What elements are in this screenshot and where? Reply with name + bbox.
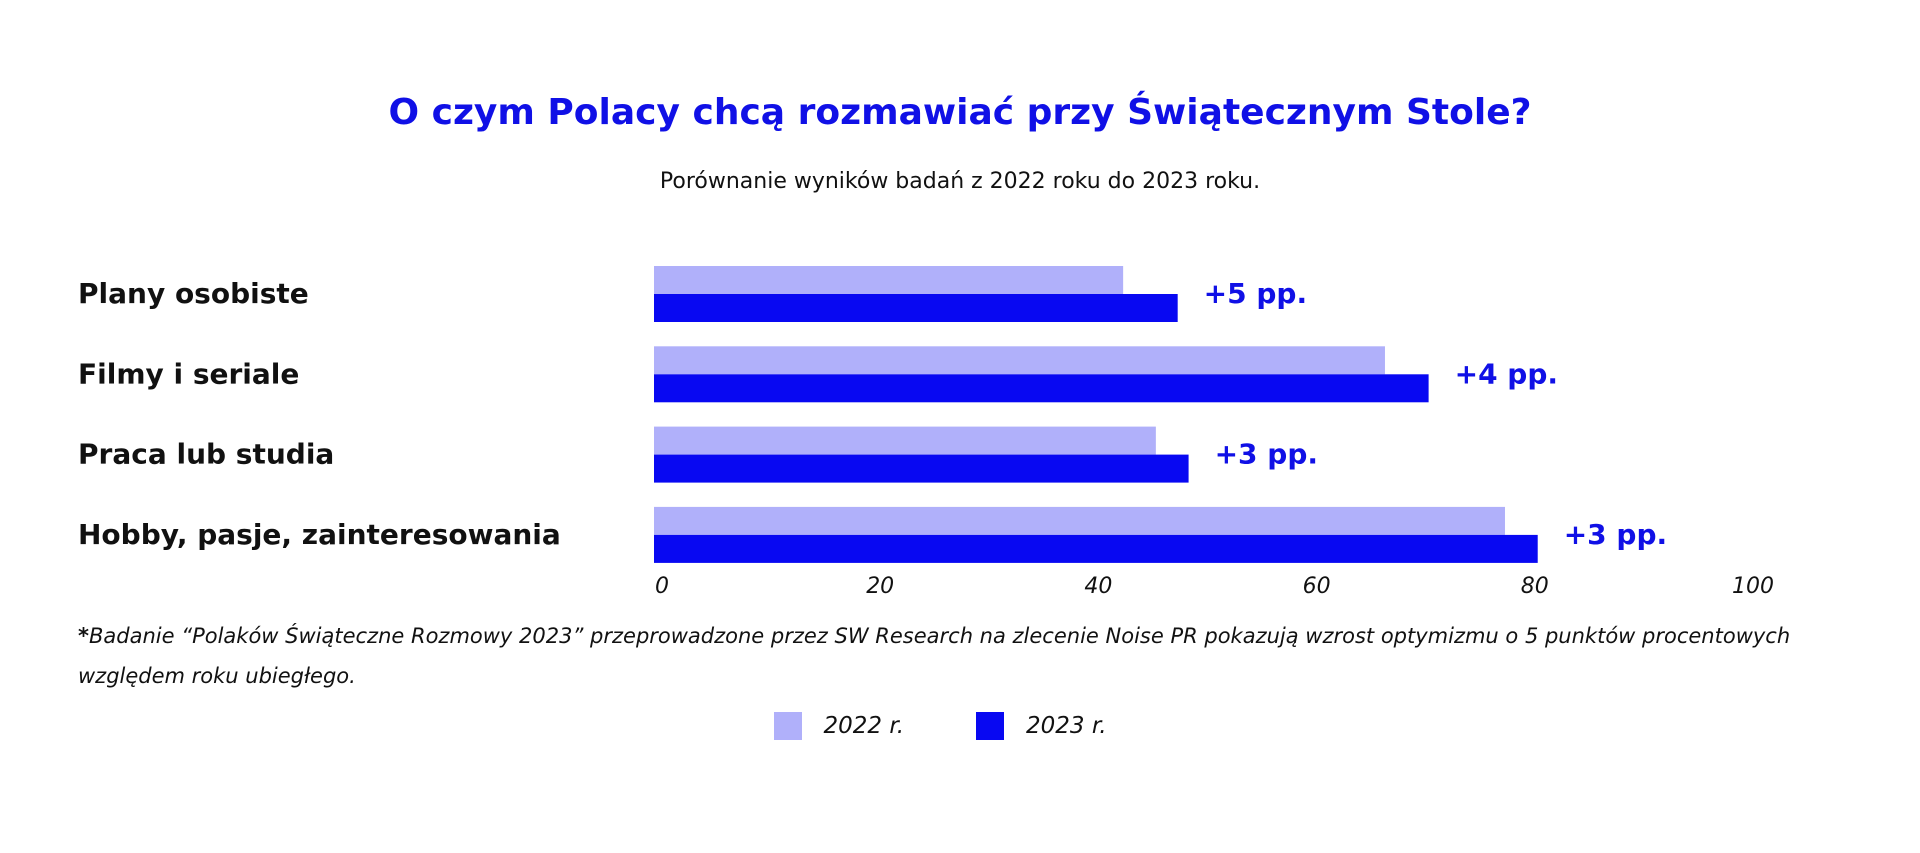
legend-item-2022: 2022 r. [773, 712, 905, 740]
category-label: Plany osobiste [78, 277, 309, 310]
x-tick-label: 0 [655, 574, 669, 599]
chart-title: O czym Polacy chcą rozmawiać przy Świąte… [388, 92, 1532, 133]
bar-2022 [654, 346, 1385, 375]
change-annotation: +4 pp. [1455, 357, 1558, 390]
footnote-asterisk: * [78, 624, 89, 648]
x-tick-label: 100 [1732, 574, 1774, 599]
bar-2022 [654, 506, 1505, 535]
x-tick-label: 60 [1303, 574, 1331, 599]
bar-2023 [654, 454, 1189, 483]
category-label: Filmy i seriale [78, 357, 299, 390]
bar-2022 [654, 426, 1156, 455]
legend: 2022 r. 2023 r. [0, 712, 1920, 740]
category-label: Hobby, pasje, zainteresowania [78, 518, 561, 551]
footnote-text: Badanie “Polaków Świąteczne Rozmowy 2023… [78, 624, 1791, 688]
x-tick-label: 20 [866, 574, 894, 599]
chart-subtitle: Porównanie wyników badań z 2022 roku do … [659, 169, 1261, 194]
legend-swatch-2022 [773, 712, 802, 740]
category-label: Praca lub studia [78, 438, 334, 471]
change-annotation: +3 pp. [1215, 438, 1318, 471]
x-tick-label: 40 [1084, 574, 1112, 599]
legend-swatch-2023 [976, 712, 1004, 740]
footnote: *Badanie “Polaków Świąteczne Rozmowy 202… [78, 616, 1878, 696]
change-annotation: +5 pp. [1204, 277, 1307, 310]
bar-2023 [654, 534, 1538, 563]
bar-2023 [654, 294, 1178, 322]
legend-label-2022: 2022 r. [823, 713, 905, 739]
change-annotation: +3 pp. [1564, 518, 1667, 551]
x-tick-label: 80 [1521, 574, 1549, 599]
bar-2022 [654, 266, 1124, 294]
bar-2023 [654, 374, 1429, 403]
bar-chart: Plany osobiste +5 pp. Filmy i seriale +4 pp… [78, 266, 1774, 599]
legend-label-2023: 2023 r. [1026, 713, 1107, 739]
legend-item-2023: 2023 r. [976, 712, 1107, 740]
